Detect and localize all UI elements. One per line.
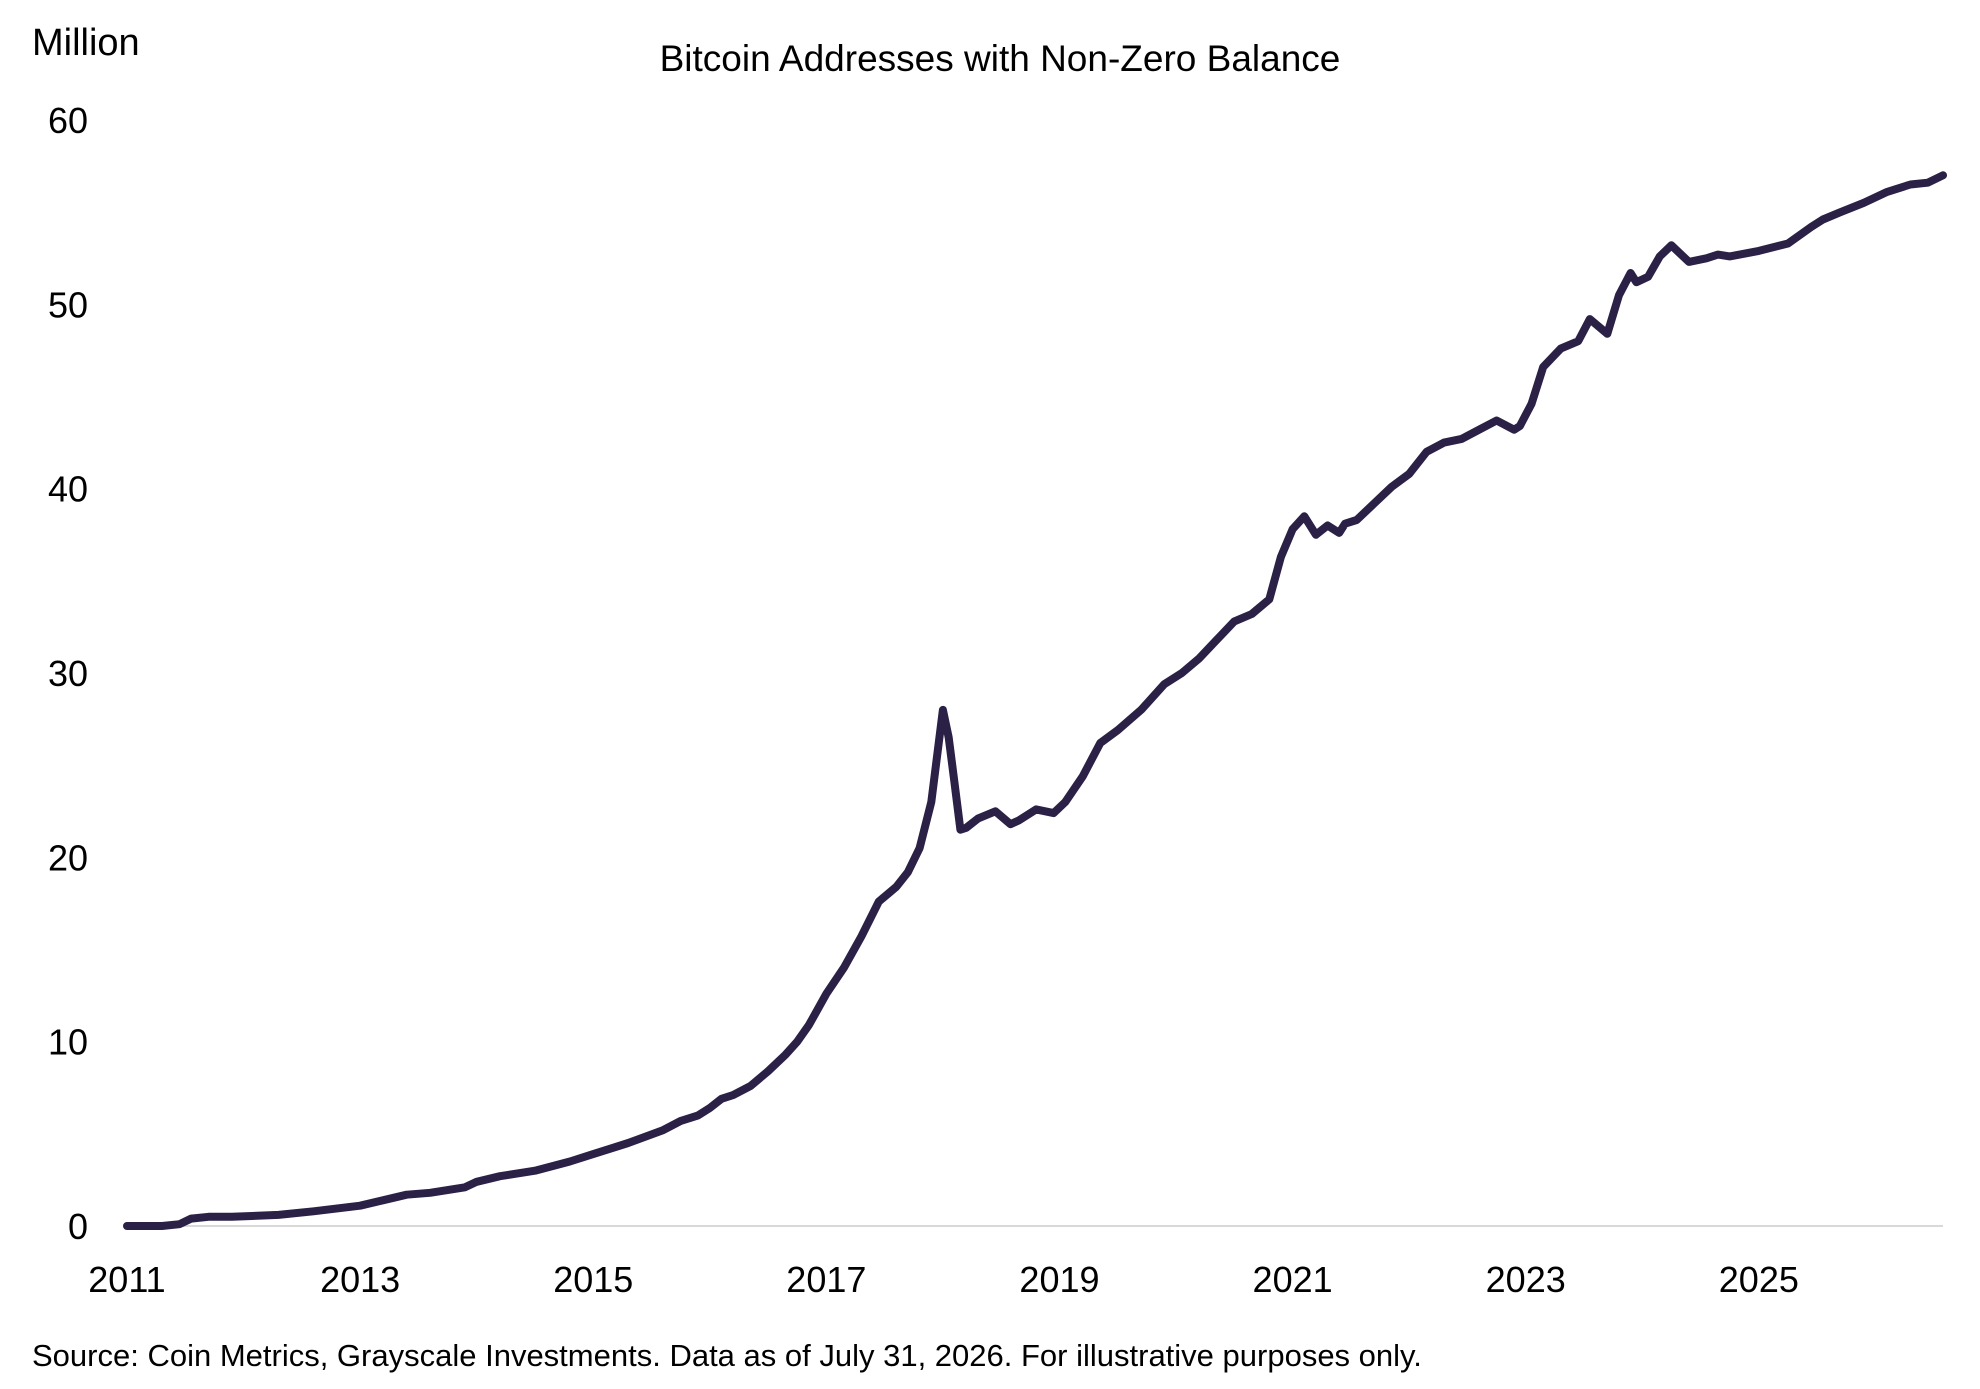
- x-tick-label: 2025: [1719, 1259, 1799, 1300]
- y-tick-label: 20: [48, 837, 88, 878]
- series-line: [123, 171, 1947, 1230]
- source-note: Source: Coin Metrics, Grayscale Investme…: [32, 1338, 1422, 1373]
- y-tick-label: 10: [48, 1022, 88, 1063]
- x-tick-label: 2019: [1019, 1259, 1099, 1300]
- x-tick-label: 2021: [1253, 1259, 1333, 1300]
- y-tick-label: 40: [48, 469, 88, 510]
- y-tick-label: 50: [48, 284, 88, 325]
- x-axis: 2011 2013 2015 2017 2019 2021 2023 2025: [88, 1259, 1799, 1300]
- y-axis-unit-label: Million: [32, 22, 140, 64]
- x-tick-label: 2017: [786, 1259, 866, 1300]
- y-tick-label: 60: [48, 100, 88, 141]
- y-tick-label: 30: [48, 653, 88, 694]
- y-tick-label: 0: [68, 1206, 88, 1247]
- x-tick-label: 2013: [320, 1259, 400, 1300]
- x-tick-label: 2011: [88, 1259, 165, 1300]
- y-axis: 0 10 20 30 40 50 60: [48, 100, 88, 1247]
- x-tick-label: 2023: [1486, 1259, 1566, 1300]
- x-tick-label: 2015: [553, 1259, 633, 1300]
- chart-title: Bitcoin Addresses with Non-Zero Balance: [659, 38, 1341, 79]
